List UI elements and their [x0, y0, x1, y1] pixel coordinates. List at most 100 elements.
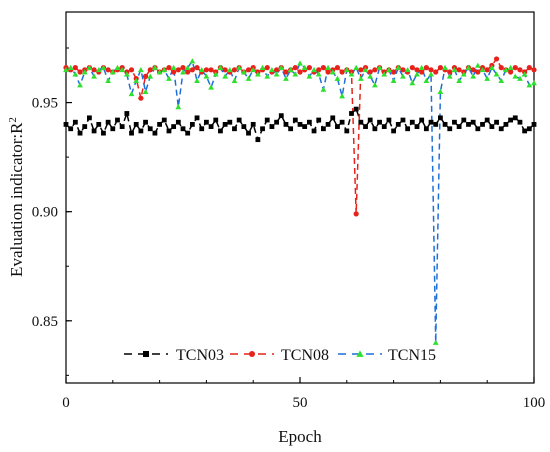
data-point-circle	[409, 65, 415, 71]
data-point-triangle	[531, 80, 537, 86]
data-point-triangle	[357, 75, 364, 81]
y-tick-label: 0.85	[32, 314, 58, 330]
legend-label: TCN03	[176, 347, 224, 364]
data-point-square	[480, 121, 485, 127]
data-point-triangle	[72, 71, 79, 77]
data-point-circle	[353, 211, 359, 217]
data-point-triangle	[498, 77, 505, 84]
data-point-circle	[142, 73, 149, 79]
data-point-triangle	[390, 77, 397, 84]
data-point-square	[143, 119, 148, 125]
data-point-circle	[419, 69, 425, 75]
data-point-square	[105, 119, 111, 125]
data-point-square	[152, 130, 158, 136]
data-point-triangle	[278, 64, 285, 70]
data-point-triangle	[334, 75, 341, 81]
data-point-square	[143, 351, 149, 357]
data-point-triangle	[189, 58, 196, 64]
data-point-triangle	[236, 64, 243, 70]
data-point-square	[199, 126, 205, 132]
data-point-square	[386, 117, 392, 123]
data-point-square	[218, 128, 223, 134]
data-point-square	[185, 130, 191, 136]
data-point-triangle	[526, 82, 533, 88]
data-point-triangle	[198, 66, 205, 73]
data-point-square	[461, 117, 467, 123]
data-point-triangle	[376, 64, 383, 70]
data-point-triangle	[250, 66, 257, 73]
data-point-square	[297, 121, 303, 127]
data-point-square	[213, 117, 219, 123]
y-axis-title-group: Evaluation indicator:R2	[7, 117, 26, 277]
data-point-circle	[517, 67, 523, 73]
data-point-square	[236, 117, 242, 123]
data-point-triangle	[180, 69, 186, 75]
data-point-square	[68, 126, 74, 132]
data-point-triangle	[503, 66, 509, 73]
data-point-circle	[72, 65, 78, 71]
data-point-triangle	[465, 64, 472, 70]
data-point-triangle	[152, 64, 158, 70]
data-point-square	[372, 126, 378, 132]
data-point-square	[377, 119, 382, 125]
data-point-circle	[203, 67, 209, 73]
data-point-square	[110, 126, 116, 132]
data-point-triangle	[170, 64, 177, 70]
data-point-circle	[423, 65, 429, 71]
data-point-triangle	[451, 66, 458, 73]
data-point-square	[250, 121, 256, 127]
data-point-circle	[484, 67, 490, 73]
data-point-square	[498, 126, 504, 132]
data-point-square	[466, 121, 471, 127]
data-point-square	[147, 126, 153, 132]
series-lines	[65, 57, 535, 343]
data-point-circle	[231, 67, 238, 73]
x-axis-title: Epoch	[278, 427, 322, 446]
data-point-triangle	[67, 64, 74, 70]
data-point-circle	[274, 67, 280, 73]
y-tick-label: 0.90	[32, 205, 58, 221]
data-point-triangle	[217, 64, 224, 70]
data-point-square	[171, 124, 177, 129]
data-point-triangle	[348, 71, 355, 77]
data-point-triangle	[353, 64, 360, 70]
data-point-circle	[339, 69, 345, 75]
data-point-square	[526, 126, 532, 132]
data-point-triangle	[297, 60, 303, 66]
data-point-circle	[128, 67, 135, 73]
y-axis-title-main: Evaluation indicator:R	[7, 122, 26, 277]
data-point-circle	[194, 65, 200, 71]
data-point-triangle	[325, 64, 331, 70]
data-point-circle	[508, 69, 514, 75]
data-point-triangle	[423, 77, 430, 84]
data-point-triangle	[133, 77, 140, 84]
data-point-square	[246, 130, 251, 136]
data-point-square	[101, 130, 106, 136]
data-point-circle	[358, 67, 364, 73]
data-point-circle	[414, 67, 420, 73]
data-point-square	[91, 128, 97, 134]
data-point-triangle	[474, 62, 481, 68]
data-point-triangle	[245, 75, 252, 81]
data-point-square	[367, 117, 373, 123]
data-point-circle	[437, 65, 443, 71]
data-point-triangle	[273, 71, 280, 77]
data-point-square	[232, 126, 237, 132]
data-point-triangle	[362, 66, 369, 73]
data-point-triangle	[381, 71, 388, 77]
plot-frame	[65, 11, 535, 384]
data-point-square	[503, 121, 509, 127]
data-point-triangle	[517, 75, 523, 81]
data-point-square	[484, 117, 490, 123]
data-point-square	[395, 121, 401, 127]
data-point-square	[452, 119, 457, 125]
data-point-circle	[391, 69, 397, 75]
data-point-square	[82, 124, 88, 129]
data-point-triangle	[123, 71, 130, 77]
data-point-square	[222, 121, 228, 127]
x-tick-label: 100	[523, 395, 546, 411]
data-point-circle	[91, 67, 97, 73]
data-point-circle	[138, 95, 144, 101]
data-point-square	[400, 117, 406, 123]
data-point-triangle	[161, 66, 168, 73]
